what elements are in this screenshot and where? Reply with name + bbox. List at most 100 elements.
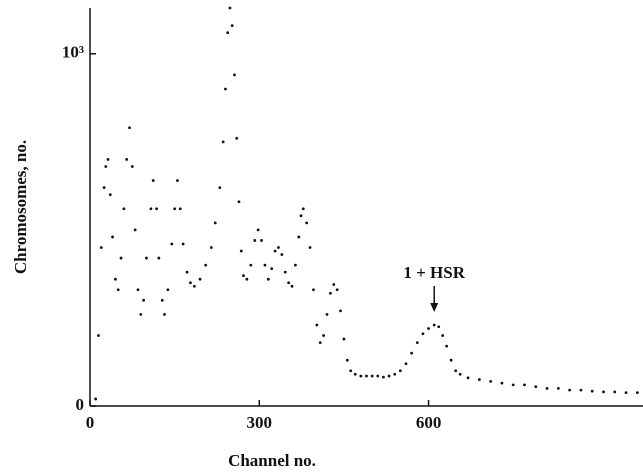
data-point xyxy=(102,186,106,190)
data-point xyxy=(176,179,179,182)
data-point xyxy=(432,323,436,327)
data-point xyxy=(441,334,445,337)
data-point xyxy=(376,374,380,378)
data-point xyxy=(477,378,481,381)
data-point xyxy=(398,369,402,373)
data-point xyxy=(260,239,263,242)
data-point xyxy=(111,235,114,239)
x-tick-label: 600 xyxy=(416,413,442,432)
data-point xyxy=(322,334,326,337)
data-point xyxy=(342,337,346,341)
data-point xyxy=(556,386,560,390)
data-point xyxy=(166,288,170,292)
data-point xyxy=(445,344,449,348)
data-point xyxy=(365,374,368,378)
data-point xyxy=(133,228,137,232)
data-point xyxy=(393,372,397,376)
data-point xyxy=(315,323,319,327)
data-point xyxy=(511,383,515,387)
data-point xyxy=(449,358,453,362)
data-point xyxy=(382,375,385,379)
data-point xyxy=(635,391,639,395)
data-point xyxy=(163,313,166,316)
data-point xyxy=(116,288,120,292)
data-point xyxy=(299,214,303,218)
data-point xyxy=(437,325,441,329)
data-point xyxy=(349,369,353,373)
data-point xyxy=(94,397,98,401)
data-point xyxy=(308,246,312,249)
data-point xyxy=(230,24,234,28)
data-point xyxy=(119,256,123,260)
data-point xyxy=(415,341,419,345)
annotation-arrowhead xyxy=(430,303,439,312)
data-point xyxy=(128,126,131,130)
data-point xyxy=(136,288,140,292)
data-point xyxy=(106,158,110,161)
data-point xyxy=(151,179,155,182)
data-point xyxy=(359,374,363,378)
data-point xyxy=(410,351,414,355)
data-point xyxy=(97,334,100,337)
data-point xyxy=(332,283,336,286)
data-point xyxy=(149,207,153,211)
data-point xyxy=(155,207,158,211)
data-point xyxy=(99,246,103,249)
data-point xyxy=(142,298,146,302)
data-point xyxy=(489,379,493,383)
data-point xyxy=(335,288,339,292)
data-point xyxy=(181,242,185,246)
x-tick-label: 0 xyxy=(86,413,95,432)
data-point xyxy=(242,274,245,278)
data-point xyxy=(221,140,225,144)
data-point xyxy=(523,383,526,387)
data-point xyxy=(328,291,332,295)
data-point xyxy=(130,165,134,168)
data-point xyxy=(237,200,241,204)
data-point xyxy=(204,263,208,267)
data-point xyxy=(104,165,108,168)
data-point xyxy=(256,228,260,232)
data-point xyxy=(277,246,280,249)
data-point xyxy=(454,369,458,373)
data-point xyxy=(345,358,349,362)
data-point xyxy=(224,87,227,91)
data-point xyxy=(387,374,391,378)
data-point xyxy=(160,298,164,302)
data-point xyxy=(590,389,594,393)
data-point xyxy=(145,256,148,260)
data-point xyxy=(113,277,117,281)
data-point xyxy=(421,332,425,336)
x-axis-label: Channel no. xyxy=(228,451,316,470)
data-point xyxy=(266,277,270,281)
data-point xyxy=(226,31,230,35)
data-point xyxy=(339,309,342,313)
data-point xyxy=(263,263,267,267)
data-point xyxy=(458,372,462,376)
data-point xyxy=(624,391,628,395)
data-point xyxy=(283,270,287,274)
x-tick-label: 300 xyxy=(247,413,273,432)
data-point xyxy=(189,281,192,285)
data-point xyxy=(173,207,177,211)
data-point xyxy=(253,239,257,242)
data-point xyxy=(325,313,329,316)
data-point xyxy=(305,221,309,225)
data-point xyxy=(545,386,549,390)
data-point xyxy=(427,327,430,330)
data-point xyxy=(125,158,129,161)
data-point xyxy=(245,277,249,281)
data-point xyxy=(534,385,538,389)
data-point xyxy=(294,263,297,267)
data-point xyxy=(139,313,143,316)
y-tick-label: 10³ xyxy=(62,43,84,62)
data-point xyxy=(301,207,305,211)
data-point xyxy=(235,136,239,140)
data-point xyxy=(579,388,583,392)
data-point xyxy=(218,186,222,190)
data-point xyxy=(185,270,189,274)
data-point xyxy=(198,277,202,281)
data-point xyxy=(466,376,470,380)
data-point xyxy=(178,207,182,211)
